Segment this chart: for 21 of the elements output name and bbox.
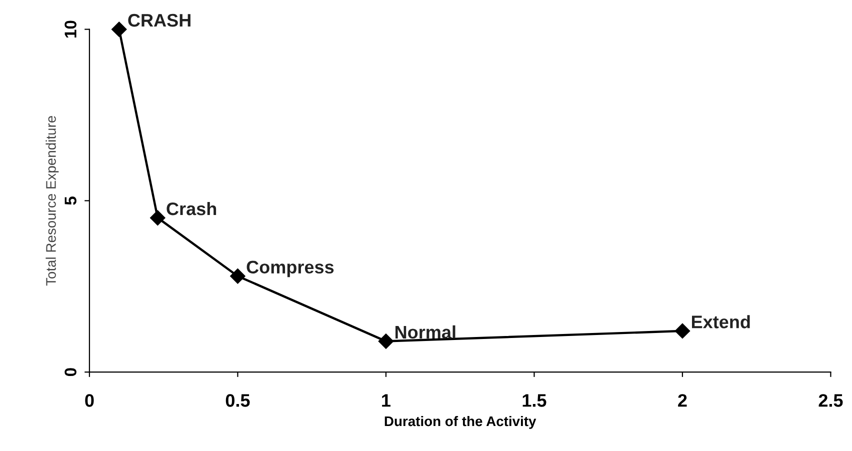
x-tick-label: 1 [382,394,390,407]
annotation: Compress [246,260,334,278]
x-tick-label: 2.5 [818,394,843,407]
point [112,22,127,37]
y-axis-title: Total Resource Expenditure [46,116,59,286]
x-tick-label: 1.5 [522,394,546,407]
annotation: Extend [692,315,750,328]
annotation: CRASH [128,14,190,27]
y-tick-label: 10 [64,20,76,38]
x-tick-label: 0.5 [226,394,250,407]
point [674,323,690,339]
x-axis-title: Duration of the Activity [384,416,536,429]
y-tick-label: 5 [64,196,76,205]
x-tick-label: 0 [85,394,94,407]
y-tick-label: 0 [64,368,76,376]
point [230,268,246,284]
annotation: Normal [395,325,456,339]
point [378,334,394,349]
x-tick-label: 2 [678,394,687,407]
point [150,210,166,226]
annotation: Crash [166,202,216,216]
